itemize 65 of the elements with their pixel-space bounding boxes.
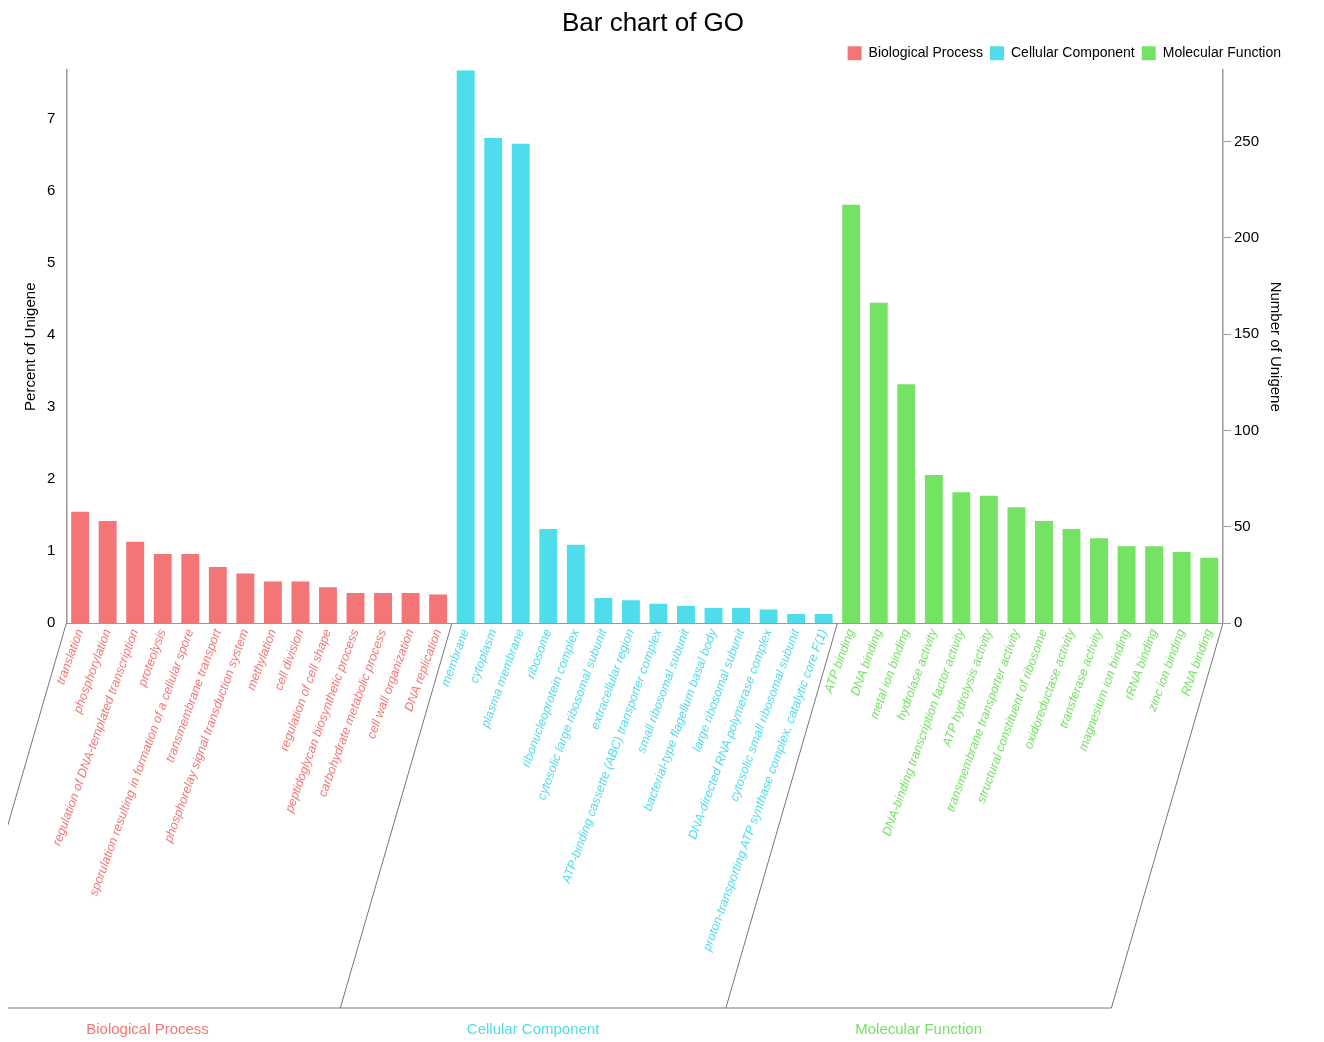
bar	[319, 587, 337, 624]
y-tick-label: 1	[47, 541, 56, 559]
text: Molecular Function	[855, 1020, 982, 1038]
bar	[374, 593, 392, 624]
y-tick-label: 7	[47, 109, 56, 127]
bar	[484, 137, 503, 624]
y2-tick-label: 250	[1233, 131, 1259, 149]
bar	[814, 613, 833, 624]
y2-axis-title: Number of Unigene	[1267, 281, 1285, 412]
bar	[649, 603, 668, 624]
bar	[924, 474, 943, 624]
bar	[236, 573, 255, 624]
bar	[621, 600, 640, 624]
bar	[1172, 551, 1191, 624]
bar	[181, 554, 200, 624]
bar	[401, 593, 420, 624]
bar	[71, 511, 90, 624]
y-tick-label: 3	[47, 397, 56, 415]
bar	[1117, 546, 1136, 624]
bar	[979, 495, 998, 624]
bar	[291, 581, 310, 624]
legend-label: Biological Process	[868, 44, 983, 61]
text: Biological Process	[86, 1020, 209, 1038]
bar	[759, 609, 778, 624]
y2-tick-label: 50	[1233, 517, 1251, 535]
bar	[677, 605, 695, 624]
bar	[897, 384, 916, 624]
bar	[1090, 538, 1108, 624]
bar	[566, 544, 585, 624]
bar	[263, 581, 282, 624]
y-axis-title: Percent of Unigene	[21, 282, 39, 411]
chart-title: Bar chart of GO	[561, 6, 745, 37]
text: Cellular Component	[466, 1020, 600, 1038]
bar	[1145, 546, 1164, 624]
bar	[539, 528, 558, 624]
y-tick-label: 6	[47, 181, 56, 199]
y2-tick-label: 150	[1233, 324, 1259, 342]
bar	[1062, 528, 1081, 624]
bar	[429, 594, 448, 624]
bar	[732, 608, 750, 624]
bar	[346, 593, 365, 624]
legend-label: Cellular Component	[1010, 44, 1135, 61]
bar	[511, 143, 530, 624]
bar	[98, 520, 117, 624]
bar	[787, 613, 806, 624]
bar	[208, 567, 227, 624]
bar	[1200, 557, 1219, 624]
bar	[869, 302, 888, 624]
bar	[1007, 507, 1026, 624]
bar	[842, 204, 861, 624]
y-tick-label: 4	[47, 325, 56, 343]
y-tick-label: 5	[47, 253, 56, 271]
bar	[704, 608, 723, 624]
bar	[153, 554, 172, 624]
y2-tick-label: 200	[1233, 227, 1259, 245]
y2-tick-label: 100	[1233, 420, 1259, 438]
bar	[126, 541, 145, 624]
bar	[952, 492, 971, 624]
legend-label: Molecular Function	[1162, 44, 1282, 61]
bar	[1035, 520, 1053, 624]
y-tick-label: 2	[47, 469, 56, 487]
bar	[594, 598, 613, 624]
y2-tick-label: 0	[1233, 613, 1243, 631]
y-tick-label: 0	[47, 613, 56, 631]
bar	[456, 70, 475, 624]
